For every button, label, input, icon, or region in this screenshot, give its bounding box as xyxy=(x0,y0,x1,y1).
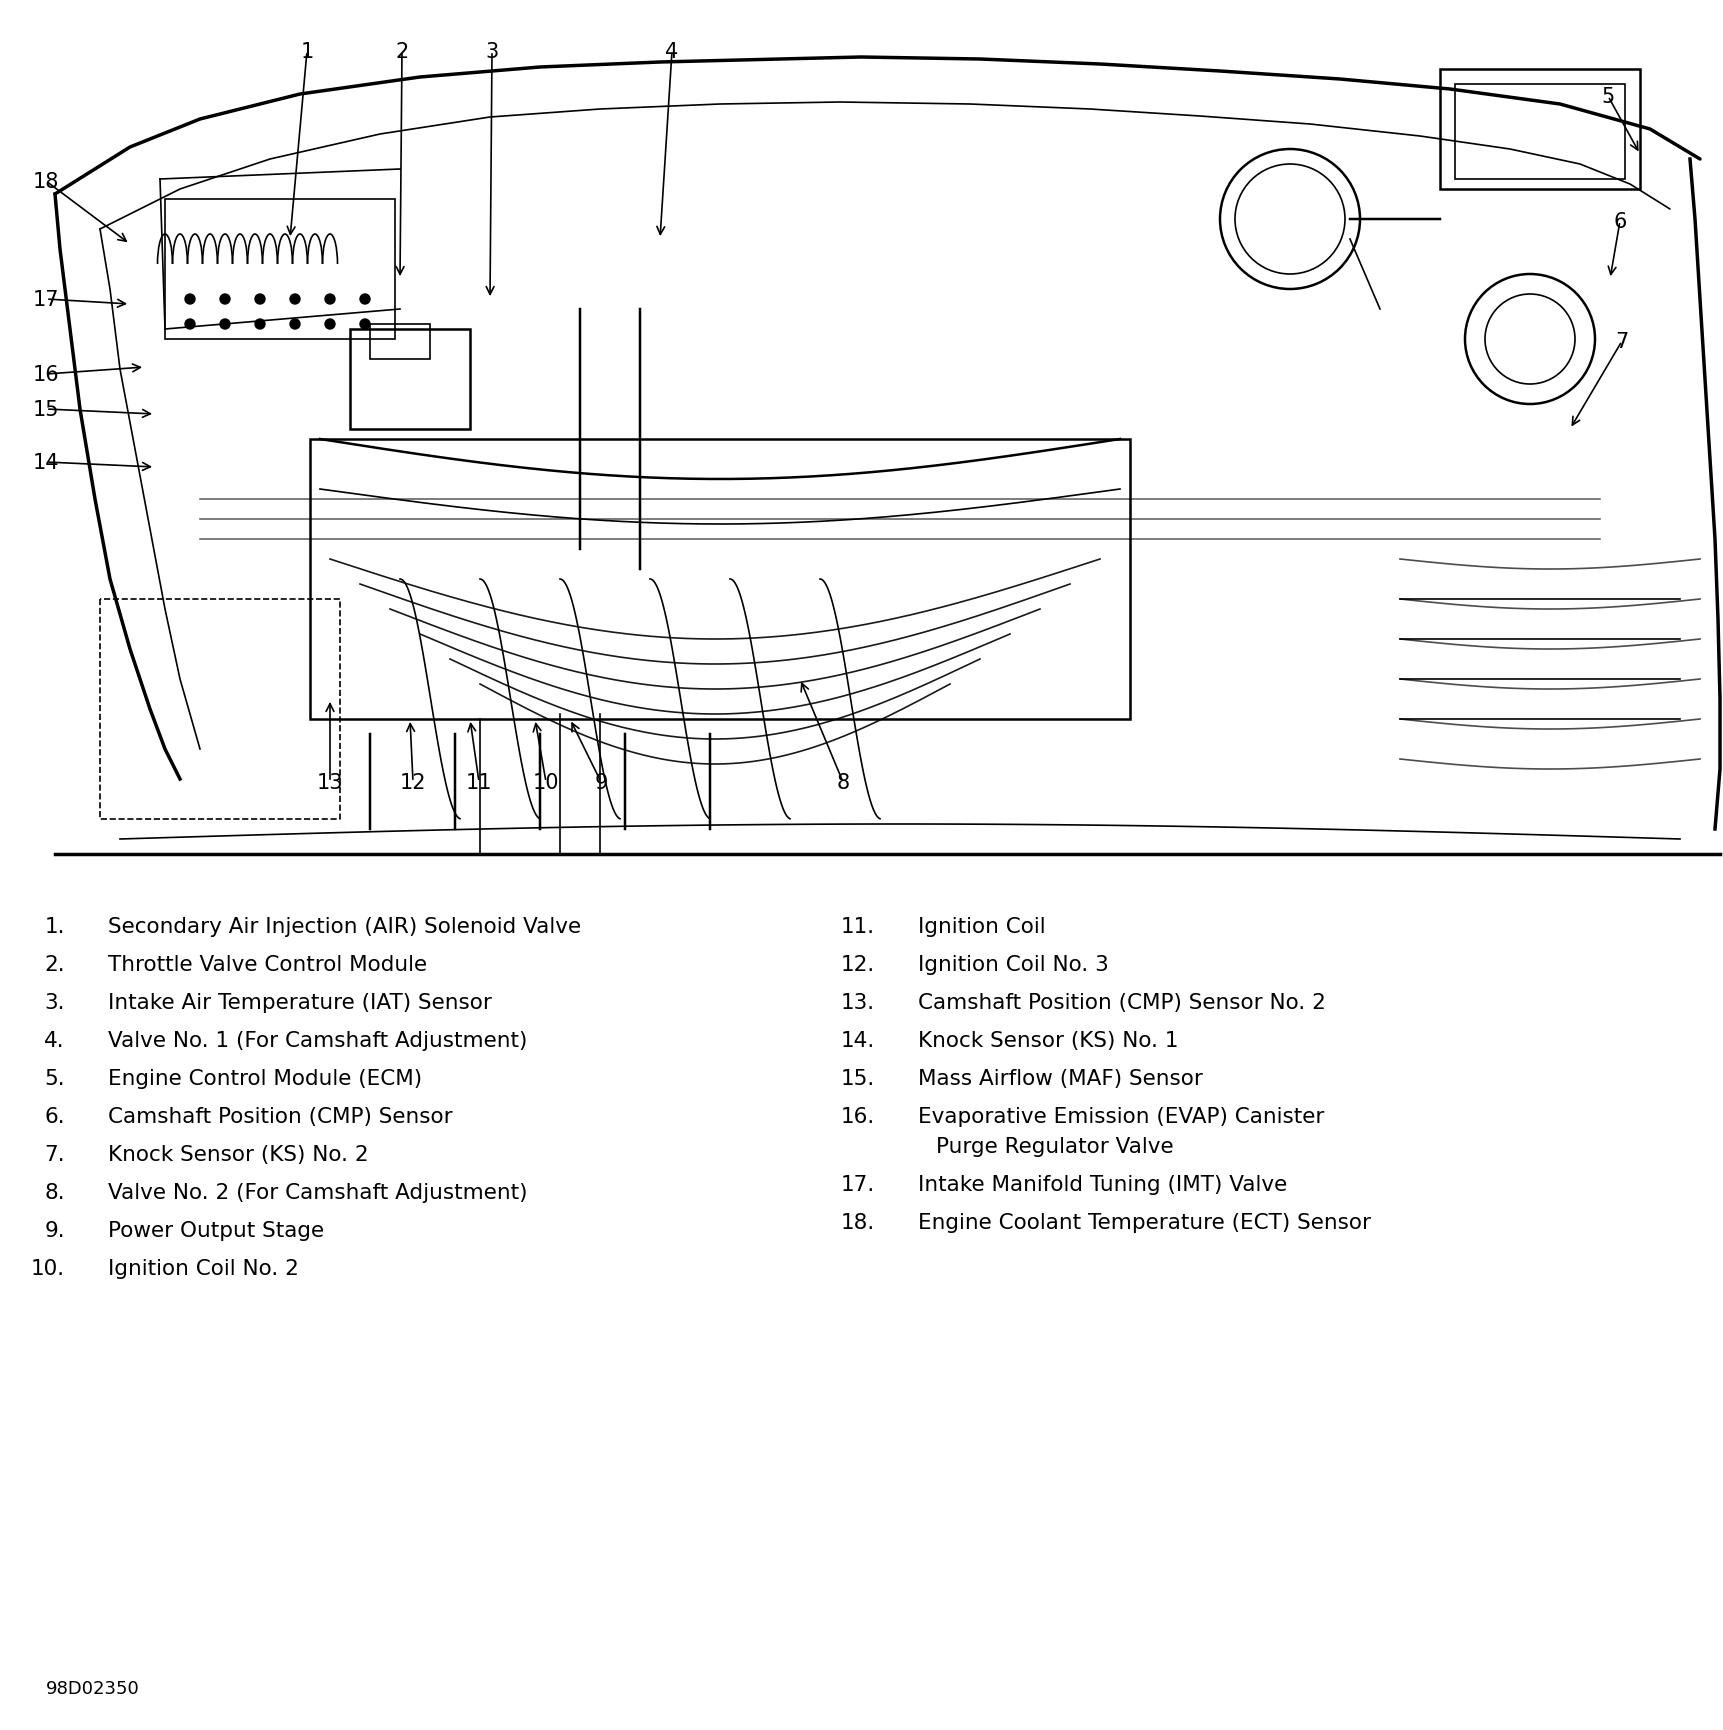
Text: 4.: 4. xyxy=(45,1031,65,1050)
Text: 7: 7 xyxy=(1616,332,1628,351)
Text: 13: 13 xyxy=(317,773,343,792)
Text: Ignition Coil: Ignition Coil xyxy=(918,917,1046,936)
Text: 8.: 8. xyxy=(45,1182,65,1202)
Text: 3: 3 xyxy=(486,42,498,62)
Circle shape xyxy=(289,320,300,330)
Text: 11: 11 xyxy=(465,773,493,792)
Text: Engine Coolant Temperature (ECT) Sensor: Engine Coolant Temperature (ECT) Sensor xyxy=(918,1213,1372,1232)
Text: Ignition Coil No. 3: Ignition Coil No. 3 xyxy=(918,955,1108,974)
Text: Intake Air Temperature (IAT) Sensor: Intake Air Temperature (IAT) Sensor xyxy=(109,993,491,1012)
Text: 12.: 12. xyxy=(841,955,875,974)
Text: 9.: 9. xyxy=(45,1220,65,1240)
Text: 11.: 11. xyxy=(841,917,875,936)
Bar xyxy=(310,439,1130,720)
Circle shape xyxy=(255,320,265,330)
Text: 16.: 16. xyxy=(841,1107,875,1126)
Text: 14.: 14. xyxy=(841,1031,875,1050)
Text: 7.: 7. xyxy=(45,1144,65,1164)
Circle shape xyxy=(326,294,334,304)
Text: 4: 4 xyxy=(665,42,679,62)
Circle shape xyxy=(289,294,300,304)
Text: 98D02350: 98D02350 xyxy=(47,1680,140,1697)
Text: 17: 17 xyxy=(33,291,59,310)
Text: 16: 16 xyxy=(33,365,59,384)
Text: Throttle Valve Control Module: Throttle Valve Control Module xyxy=(109,955,427,974)
Text: 6.: 6. xyxy=(45,1107,65,1126)
Text: 17.: 17. xyxy=(841,1175,875,1194)
Text: Power Output Stage: Power Output Stage xyxy=(109,1220,324,1240)
Text: 15.: 15. xyxy=(841,1069,875,1088)
Bar xyxy=(370,325,431,360)
Circle shape xyxy=(184,294,195,304)
Text: Camshaft Position (CMP) Sensor: Camshaft Position (CMP) Sensor xyxy=(109,1107,453,1126)
Bar xyxy=(350,330,470,429)
Text: 12: 12 xyxy=(400,773,426,792)
Circle shape xyxy=(255,294,265,304)
Text: 15: 15 xyxy=(33,400,59,420)
Circle shape xyxy=(326,320,334,330)
Circle shape xyxy=(360,320,370,330)
Text: 8: 8 xyxy=(836,773,849,792)
Bar xyxy=(165,201,395,339)
Text: 5: 5 xyxy=(1601,86,1614,107)
Circle shape xyxy=(360,294,370,304)
Text: 1: 1 xyxy=(300,42,314,62)
Text: Engine Control Module (ECM): Engine Control Module (ECM) xyxy=(109,1069,422,1088)
Bar xyxy=(1440,69,1640,190)
Circle shape xyxy=(184,320,195,330)
Text: 18.: 18. xyxy=(841,1213,875,1232)
Text: Ignition Coil No. 2: Ignition Coil No. 2 xyxy=(109,1258,298,1278)
Text: Evaporative Emission (EVAP) Canister: Evaporative Emission (EVAP) Canister xyxy=(918,1107,1325,1126)
Bar xyxy=(1454,85,1625,180)
Text: 6: 6 xyxy=(1613,211,1627,232)
Text: 1.: 1. xyxy=(45,917,65,936)
Text: Knock Sensor (KS) No. 1: Knock Sensor (KS) No. 1 xyxy=(918,1031,1179,1050)
Text: 10.: 10. xyxy=(31,1258,65,1278)
Text: Knock Sensor (KS) No. 2: Knock Sensor (KS) No. 2 xyxy=(109,1144,369,1164)
Text: 13.: 13. xyxy=(841,993,875,1012)
Text: Valve No. 2 (For Camshaft Adjustment): Valve No. 2 (For Camshaft Adjustment) xyxy=(109,1182,527,1202)
Text: 14: 14 xyxy=(33,453,59,472)
Circle shape xyxy=(221,320,229,330)
Text: Secondary Air Injection (AIR) Solenoid Valve: Secondary Air Injection (AIR) Solenoid V… xyxy=(109,917,581,936)
Text: Mass Airflow (MAF) Sensor: Mass Airflow (MAF) Sensor xyxy=(918,1069,1203,1088)
Text: 2.: 2. xyxy=(45,955,65,974)
Text: Purge Regulator Valve: Purge Regulator Valve xyxy=(936,1137,1173,1156)
Text: 2: 2 xyxy=(395,42,408,62)
Text: Intake Manifold Tuning (IMT) Valve: Intake Manifold Tuning (IMT) Valve xyxy=(918,1175,1287,1194)
Text: 9: 9 xyxy=(594,773,608,792)
Text: 3.: 3. xyxy=(45,993,65,1012)
Text: 10: 10 xyxy=(532,773,560,792)
Text: Camshaft Position (CMP) Sensor No. 2: Camshaft Position (CMP) Sensor No. 2 xyxy=(918,993,1327,1012)
Text: Valve No. 1 (For Camshaft Adjustment): Valve No. 1 (For Camshaft Adjustment) xyxy=(109,1031,527,1050)
Text: 5.: 5. xyxy=(45,1069,65,1088)
Text: 18: 18 xyxy=(33,171,59,192)
Circle shape xyxy=(221,294,229,304)
